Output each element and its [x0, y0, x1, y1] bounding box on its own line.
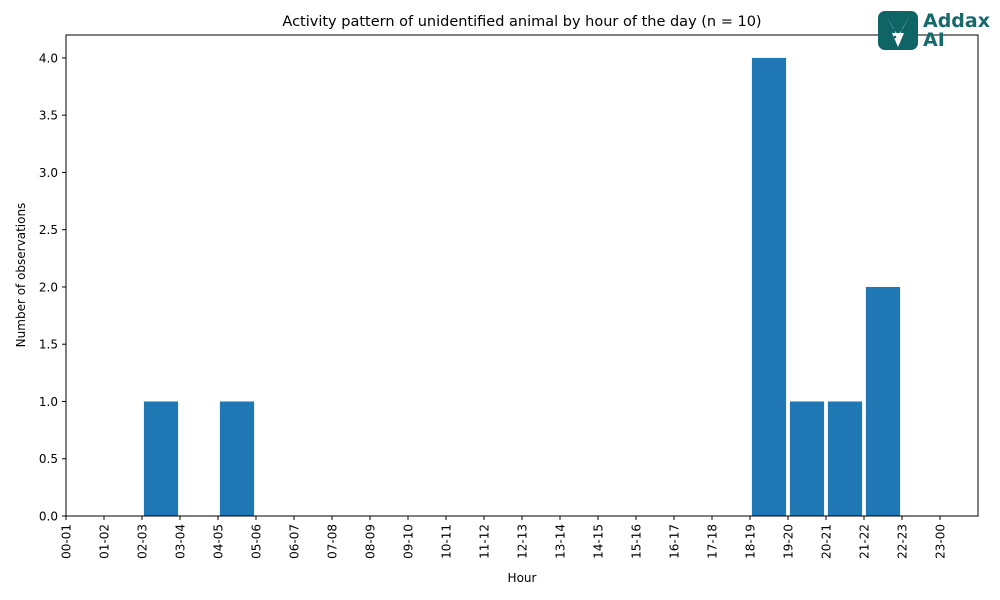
x-tick-label: 23-00 [934, 524, 948, 559]
plot-frame [65, 34, 979, 517]
x-tick-label: 22-23 [896, 524, 910, 559]
antelope-head-icon [878, 11, 918, 50]
x-tick-label: 14-15 [592, 524, 606, 559]
x-tick-label: 06-07 [288, 524, 302, 559]
x-tick-label: 21-22 [858, 524, 872, 559]
x-tick-label: 12-13 [516, 524, 530, 559]
y-tick-label: 1.5 [39, 338, 58, 352]
y-tick-label: 3.5 [39, 109, 58, 123]
bars-group [143, 57, 901, 517]
x-tick-label: 18-19 [744, 524, 758, 559]
x-tick-label: 16-17 [668, 524, 682, 559]
logo-text-line1: Addax [923, 10, 990, 32]
y-tick-label: 0.5 [39, 452, 58, 466]
y-axis-ticks: 0.0 0.5 1.0 1.5 2.0 2.5 3.0 3.5 4.0 [39, 51, 66, 524]
x-tick-label: 04-05 [212, 524, 226, 559]
y-tick-label: 2.0 [39, 280, 58, 294]
y-axis-label: Number of observations [14, 203, 28, 348]
x-tick-label: 10-11 [440, 524, 454, 559]
chart-title: Activity pattern of unidentified animal … [282, 14, 761, 30]
y-tick-label: 2.5 [39, 223, 58, 237]
x-tick-label: 08-09 [364, 524, 378, 559]
x-tick-label: 11-12 [478, 524, 492, 559]
x-tick-label: 15-16 [630, 524, 644, 559]
x-tick-label: 20-21 [820, 524, 834, 559]
addax-ai-logo: Addax AI [878, 10, 993, 52]
bar-02-03 [143, 401, 179, 516]
y-tick-label: 1.0 [39, 395, 58, 409]
bar-21-22 [865, 286, 901, 516]
x-tick-label: 02-03 [136, 524, 150, 559]
x-tick-label: 09-10 [402, 524, 416, 559]
x-tick-label: 00-01 [60, 524, 74, 559]
y-tick-label: 0.0 [39, 510, 58, 524]
x-tick-label: 05-06 [250, 524, 264, 559]
bar-20-21 [827, 401, 863, 516]
logo-text-line2: AI [923, 29, 945, 51]
x-axis-ticks: 00-01 01-02 02-03 03-04 04-05 05-06 06-07 07-08… [60, 516, 948, 559]
x-tick-label: 01-02 [98, 524, 112, 559]
x-tick-label: 19-20 [782, 524, 796, 559]
y-tick-label: 3.0 [39, 166, 58, 180]
x-tick-label: 07-08 [326, 524, 340, 559]
x-tick-label: 03-04 [174, 524, 188, 559]
x-axis-label: Hour [508, 571, 537, 585]
x-tick-label: 17-18 [706, 524, 720, 559]
bar-04-05 [219, 401, 255, 516]
x-tick-label: 13-14 [554, 524, 568, 559]
y-tick-label: 4.0 [39, 51, 58, 65]
bar-18-19 [751, 57, 787, 517]
bar-19-20 [789, 401, 825, 516]
